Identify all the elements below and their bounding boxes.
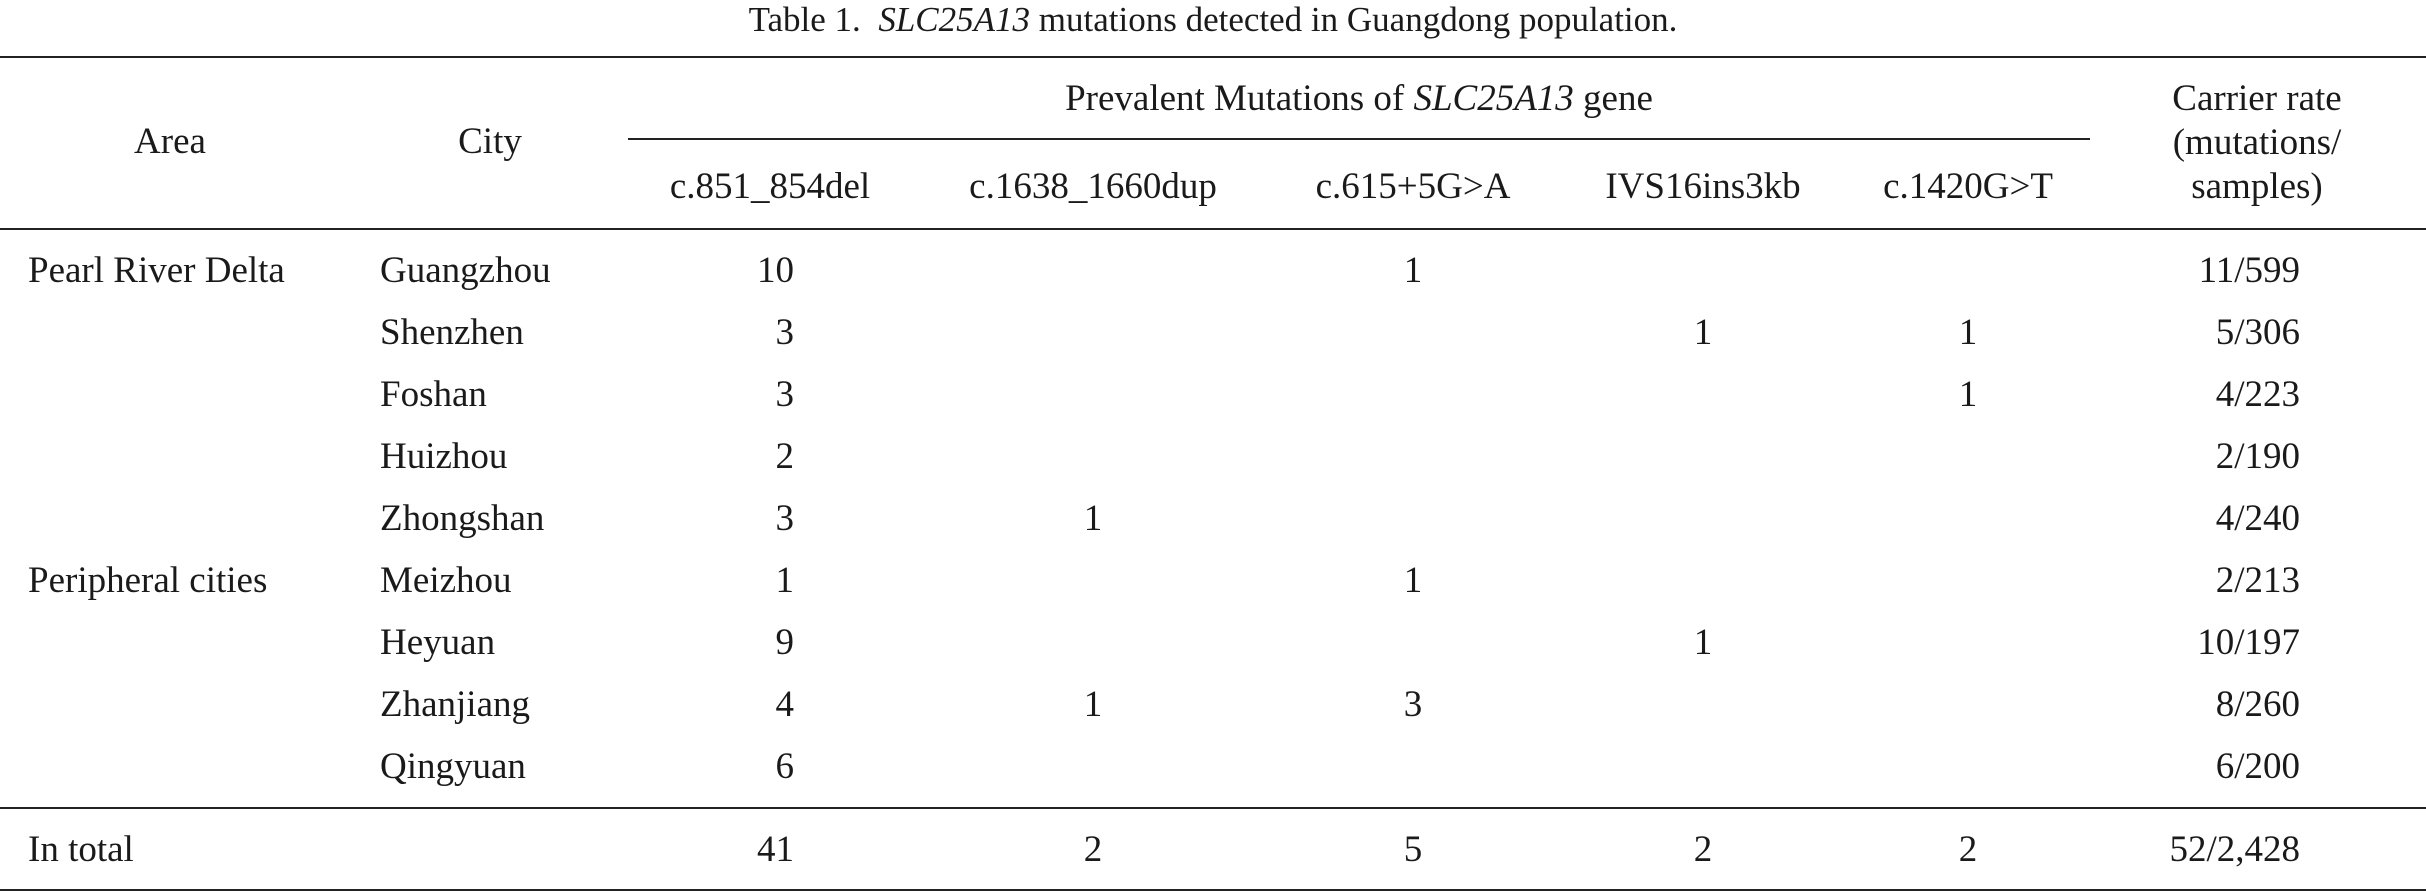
cell-carrier-rate: 8/260 [2215,684,2300,725]
carrier-line-1: Carrier rate [2172,78,2342,119]
cell-carrier-rate: 52/2,428 [2169,829,2300,870]
cell-c851-854del: 3 [775,374,795,415]
top-rule [0,56,2426,58]
cell-c1420g-t: 1 [1958,374,1978,415]
cell-c851-854del: 4 [775,684,795,725]
cell-carrier-rate: 11/599 [2198,250,2300,291]
cell-city: Zhongshan [380,498,545,539]
cell-city: Shenzhen [380,312,524,353]
header-mutation-4: IVS16ins3kb [1605,166,1801,207]
cell-c851-854del: 6 [775,746,795,787]
header-mutation-2: c.1638_1660dup [969,166,1217,207]
cell-c1638-1660dup: 1 [1083,498,1103,539]
caption-prefix: Table 1. [748,0,861,39]
cell-ivs16ins3kb: 1 [1693,312,1713,353]
cell-c615-5g-a: 1 [1403,250,1423,291]
cell-c851-854del: 10 [757,250,794,291]
cell-ivs16ins3kb: 2 [1693,829,1713,870]
cell-area: Pearl River Delta [28,250,285,291]
group-prefix: Prevalent Mutations of [1065,78,1405,119]
group-gene: SLC25A13 [1413,78,1574,119]
cell-carrier-rate: 2/190 [2215,436,2300,477]
caption-gene: SLC25A13 [878,0,1031,39]
bottom-rule [0,889,2426,891]
cell-carrier-rate: 6/200 [2215,746,2300,787]
cell-city: Meizhou [380,560,512,601]
header-area: Area [134,121,206,162]
cell-c1638-1660dup: 2 [1083,829,1103,870]
header-mutation-5: c.1420G>T [1883,166,2053,207]
caption-suffix: mutations detected in Guangdong populati… [1038,0,1678,39]
cell-carrier-rate: 4/240 [2215,498,2300,539]
cell-carrier-rate: 10/197 [2197,622,2300,663]
cell-city: Huizhou [380,436,508,477]
group-header-rule [628,138,2090,140]
cell-carrier-rate: 2/213 [2215,560,2300,601]
cell-c851-854del: 1 [775,560,795,601]
cell-city: Qingyuan [380,746,526,787]
total-top-rule [0,807,2426,809]
cell-c1420g-t: 2 [1958,829,1978,870]
cell-c615-5g-a: 3 [1403,684,1423,725]
carrier-line-3: samples) [2191,166,2323,207]
cell-city: Guangzhou [380,250,551,291]
cell-c851-854del: 2 [775,436,795,477]
header-carrier-rate: Carrier rate (mutations/ samples) [2107,77,2407,209]
cell-c1420g-t: 1 [1958,312,1978,353]
cell-c615-5g-a: 1 [1403,560,1423,601]
cell-area: In total [28,829,134,870]
header-mutation-1: c.851_854del [669,166,871,207]
table-caption: Table 1. SLC25A13 mutations detected in … [0,0,2426,40]
group-suffix: gene [1583,78,1653,119]
cell-city: Zhanjiang [380,684,531,725]
cell-ivs16ins3kb: 1 [1693,622,1713,663]
cell-city: Heyuan [380,622,496,663]
header-mutation-group: Prevalent Mutations of SLC25A13 gene [628,77,2090,121]
cell-c851-854del: 41 [757,829,794,870]
cell-c615-5g-a: 5 [1403,829,1423,870]
header-city: City [458,121,522,162]
cell-c851-854del: 3 [775,498,795,539]
cell-area: Peripheral cities [28,560,268,601]
cell-carrier-rate: 4/223 [2215,374,2300,415]
cell-city: Foshan [380,374,487,415]
header-mutation-3: c.615+5G>A [1315,166,1511,207]
carrier-line-2: (mutations/ [2172,122,2342,163]
cell-carrier-rate: 5/306 [2215,312,2300,353]
cell-c851-854del: 3 [775,312,795,353]
cell-c851-854del: 9 [775,622,795,663]
header-bottom-rule [0,228,2426,230]
cell-c1638-1660dup: 1 [1083,684,1103,725]
